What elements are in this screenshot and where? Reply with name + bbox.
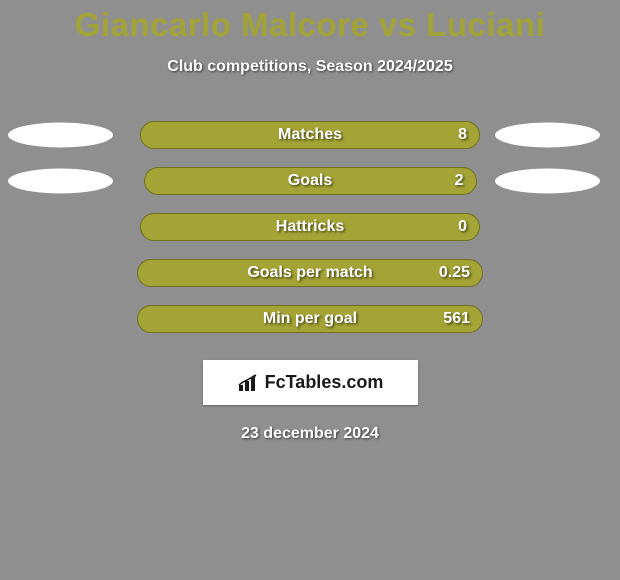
logo-text: FcTables.com xyxy=(265,372,384,393)
stat-row: Matches 8 xyxy=(0,112,620,158)
stat-value: 8 xyxy=(458,126,467,144)
stat-bar: Hattricks 0 xyxy=(140,213,480,241)
stat-bar: Goals 2 xyxy=(144,167,477,195)
date-label: 23 december 2024 xyxy=(0,425,620,443)
logo: FcTables.com xyxy=(237,372,384,393)
stat-label: Goals per match xyxy=(247,264,372,282)
stat-bar: Matches 8 xyxy=(140,121,480,149)
stat-row: Goals per match 0.25 xyxy=(0,250,620,296)
bar-chart-icon xyxy=(237,373,261,393)
player-right-oval xyxy=(495,123,600,148)
stat-value: 0.25 xyxy=(439,264,470,282)
player-right-oval xyxy=(495,169,600,194)
subtitle: Club competitions, Season 2024/2025 xyxy=(0,58,620,76)
stat-label: Hattricks xyxy=(276,218,344,236)
stat-label: Goals xyxy=(288,172,332,190)
stat-bar: Min per goal 561 xyxy=(137,305,483,333)
stat-row: Goals 2 xyxy=(0,158,620,204)
stat-rows: Matches 8 Goals 2 Hattricks 0 Goals per match 0… xyxy=(0,112,620,342)
stat-row: Hattricks 0 xyxy=(0,204,620,250)
comparison-card: Giancarlo Malcore vs Luciani Club compet… xyxy=(0,0,620,580)
stat-value: 2 xyxy=(455,172,464,190)
stat-label: Min per goal xyxy=(263,310,357,328)
stat-value: 0 xyxy=(458,218,467,236)
player-left-oval xyxy=(8,169,113,194)
logo-box: FcTables.com xyxy=(203,360,418,405)
player-left-oval xyxy=(8,123,113,148)
page-title: Giancarlo Malcore vs Luciani xyxy=(0,6,620,44)
stat-value: 561 xyxy=(443,310,470,328)
stat-row: Min per goal 561 xyxy=(0,296,620,342)
stat-bar: Goals per match 0.25 xyxy=(137,259,483,287)
stat-label: Matches xyxy=(278,126,342,144)
